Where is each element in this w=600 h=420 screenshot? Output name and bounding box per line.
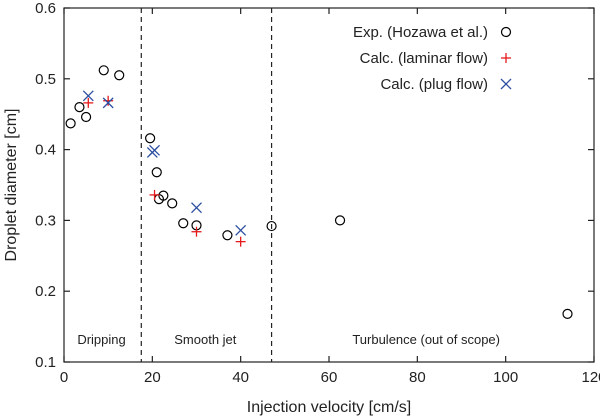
legend: Exp. (Hozawa et al.) Calc. (laminar flow)… (353, 24, 512, 93)
x-axis-title: Injection velocity [cm/s] (247, 399, 412, 416)
data-point (562, 308, 573, 319)
data-point (114, 70, 125, 81)
data-point (145, 133, 156, 144)
x-tick-label: 60 (321, 369, 338, 386)
data-point (191, 202, 202, 214)
x-tick-label: 0 (60, 369, 68, 386)
legend-swatch (500, 78, 512, 90)
data-point (149, 189, 160, 200)
regime-label: Dripping (77, 332, 125, 347)
data-point (158, 190, 169, 201)
data-point (103, 95, 114, 106)
y-tick-label: 0.4 (35, 142, 56, 159)
y-tick-label: 0.1 (35, 354, 56, 371)
data-points (65, 65, 573, 319)
regime-labels: Dripping Smooth jet Turbulence (out of sco… (77, 332, 500, 347)
regime-label: Turbulence (out of scope) (352, 332, 500, 347)
data-point (235, 224, 247, 236)
x-tick-label: 80 (409, 369, 426, 386)
data-point (222, 230, 233, 241)
regime-label: Smooth jet (174, 332, 237, 347)
legend-entry-label: Calc. (laminar flow) (360, 50, 488, 67)
data-point (65, 118, 76, 129)
x-tick-label: 120 (581, 369, 600, 386)
axis-ticks: 0 20 40 60 80 100 120 0.1 0.2 0.3 0.4 0.5 0.6 (35, 0, 600, 386)
data-point (266, 220, 277, 232)
data-point (83, 97, 94, 108)
data-point (191, 226, 202, 237)
y-tick-label: 0.5 (35, 71, 56, 88)
y-tick-label: 0.2 (35, 283, 56, 300)
legend-entry-label: Calc. (plug flow) (380, 76, 488, 93)
y-tick-label: 0.3 (35, 212, 56, 229)
x-tick-label: 100 (493, 369, 518, 386)
data-point (80, 111, 92, 123)
data-point (82, 90, 94, 102)
legend-swatch (500, 26, 512, 38)
data-point (235, 236, 246, 247)
legend-swatch (501, 53, 511, 63)
legend-entry-label: Exp. (Hozawa et al.) (353, 24, 488, 41)
data-point (167, 198, 178, 209)
data-point (178, 218, 189, 229)
x-tick-label: 40 (232, 369, 249, 386)
data-point (102, 97, 114, 109)
data-point (151, 167, 162, 178)
y-tick-label: 0.6 (35, 0, 56, 17)
plot-frame (63, 7, 595, 363)
y-axis-title: Droplet diameter [cm] (3, 109, 20, 262)
regime-dividers (140, 8, 273, 362)
data-point (149, 144, 161, 156)
data-point (74, 102, 85, 113)
data-point (98, 65, 109, 76)
data-point (334, 215, 346, 226)
x-tick-label: 20 (144, 369, 161, 386)
